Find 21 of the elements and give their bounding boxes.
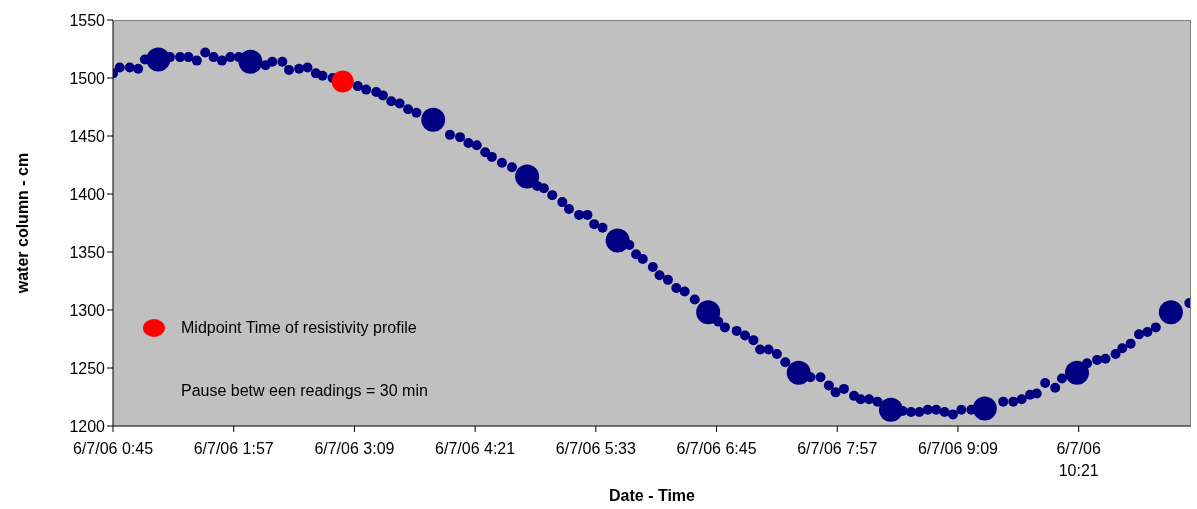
y-tick-label: 1350 bbox=[69, 243, 106, 261]
x-tick-label: 6/7/06 6:45 bbox=[676, 440, 757, 457]
x-tick-label: 6/7/06 10:21 bbox=[1056, 440, 1102, 479]
x-tick-label: 6/7/06 5:33 bbox=[555, 440, 636, 457]
y-tick-label: 1550 bbox=[69, 11, 106, 29]
x-axis-title: Date - Time bbox=[609, 487, 696, 504]
x-tick-label: 6/7/06 7:57 bbox=[797, 440, 878, 457]
y-tick-label: 1450 bbox=[69, 127, 106, 145]
x-tick-label: 6/7/06 3:09 bbox=[314, 440, 395, 457]
x-tick-label: 6/7/06 4:21 bbox=[435, 440, 516, 457]
y-tick-label: 1500 bbox=[69, 69, 106, 87]
x-tick-label: 6/7/06 0:45 bbox=[72, 440, 154, 457]
y-tick-label: 1200 bbox=[69, 417, 106, 435]
y-tick-label: 1400 bbox=[69, 185, 106, 203]
legend-label: Midpoint Time of resistivity profile bbox=[181, 319, 417, 337]
y-tick-label: 1300 bbox=[69, 301, 106, 319]
x-tick-label: 6/7/06 9:09 bbox=[917, 440, 999, 457]
y-axis-title: water column - cm bbox=[13, 152, 31, 295]
x-tick-label: 6/7/06 1:57 bbox=[193, 440, 274, 457]
y-tick-label: 1250 bbox=[69, 359, 106, 377]
annotation: Pause betw een readings = 30 min bbox=[181, 382, 428, 400]
